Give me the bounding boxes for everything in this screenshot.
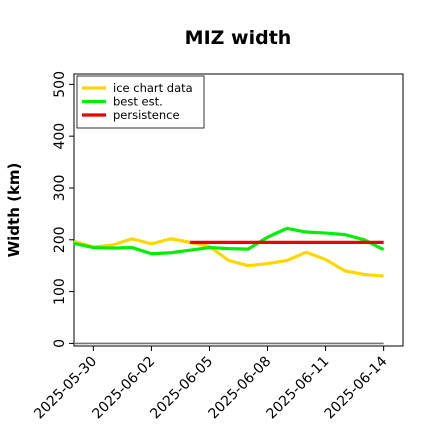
legend-entry: ice chart data [113,81,193,95]
series-line-best-est- [73,226,385,256]
y-tick-label: 100 [52,278,68,305]
y-tick-label: 200 [52,226,68,253]
legend-entry: best est. [113,95,163,109]
chart-title: MIZ width [185,27,292,49]
y-tick-label: 0 [52,339,68,348]
x-tick-label: 2025-06-14 [322,353,391,422]
y-tick-label: 300 [52,175,68,202]
legend-entry: persistence [113,108,180,122]
y-tick-label: 500 [52,71,68,98]
series-layer [73,226,385,278]
x-ticks: 2025-05-302025-06-022025-06-052025-06-08… [31,346,391,422]
y-axis-label: Width (km) [5,163,23,258]
y-tick-label: 400 [52,123,68,150]
plot-frame [73,73,404,347]
y-ticks: 0 100 200 300 400 500 [52,71,74,348]
series-line-ice-chart-data [73,237,384,278]
